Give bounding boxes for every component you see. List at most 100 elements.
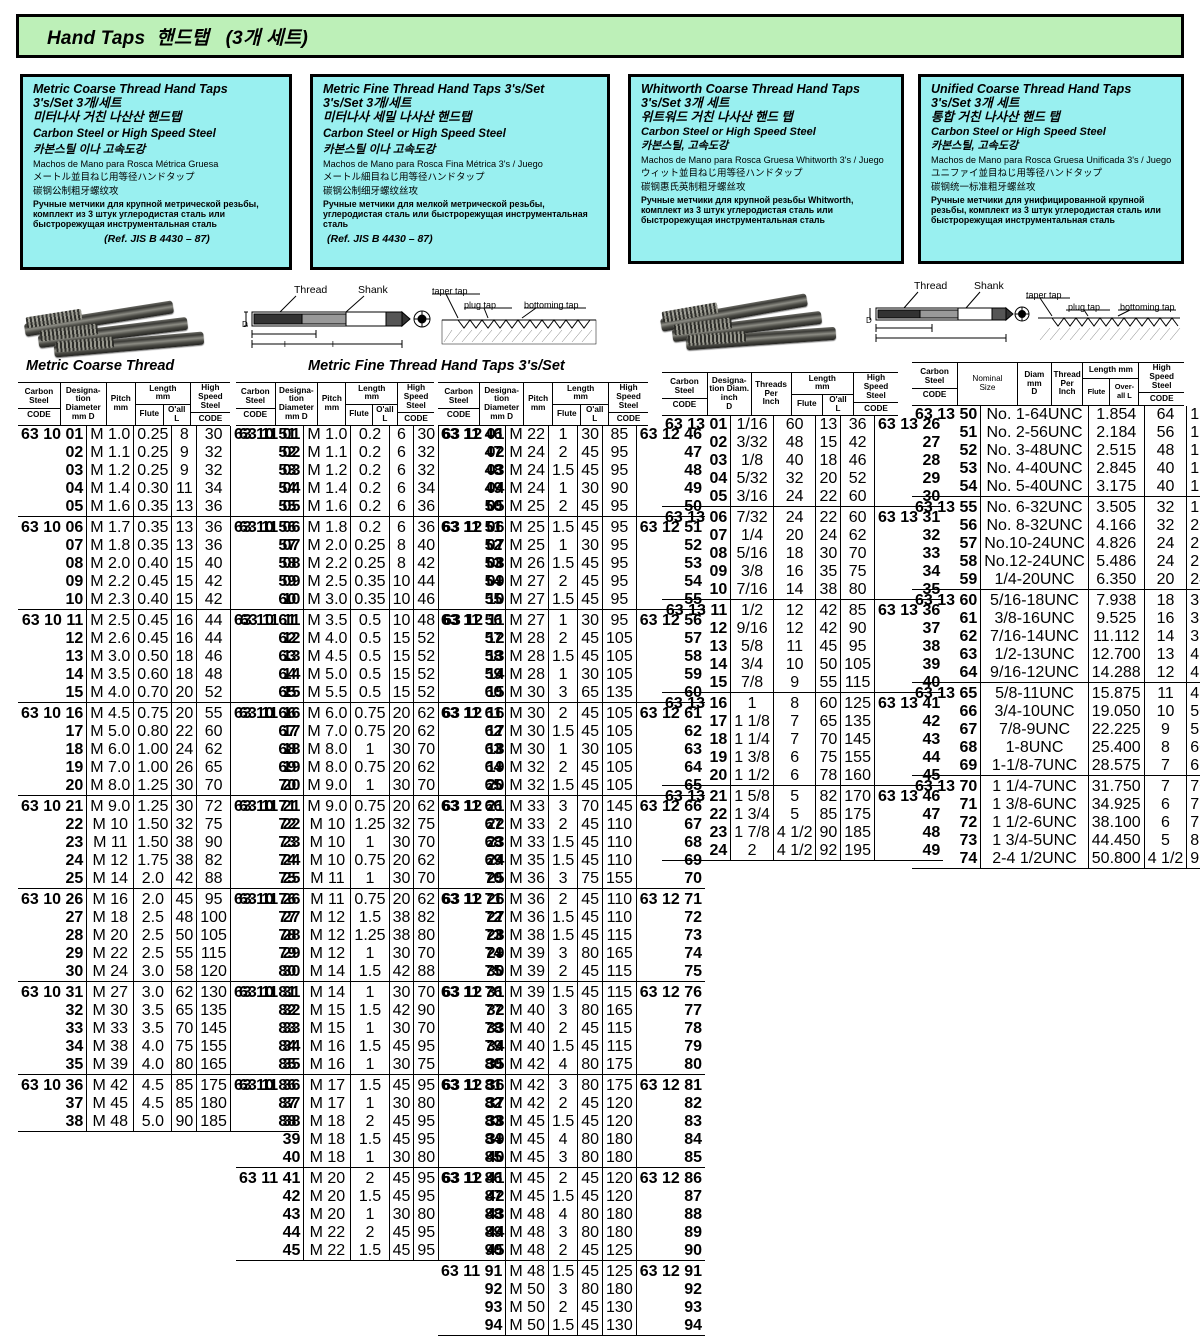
table-cell: 7/8-9UNC xyxy=(980,721,1089,740)
table-cell: M 20 xyxy=(86,927,135,946)
table-cell: 07 xyxy=(236,537,305,556)
table-row: 14 3/4 10 50 105 39 xyxy=(662,656,943,675)
table-cell: 24 xyxy=(1144,535,1188,554)
table-cell: 30 xyxy=(389,834,415,853)
table-cell: 45 xyxy=(577,909,604,928)
table-cell: 45 xyxy=(577,630,604,649)
table-cell: 6 xyxy=(389,426,415,445)
table-cell: M 5.5 xyxy=(303,684,352,703)
table-row: 63 13 16 1 8 60 125 63 13 41 xyxy=(662,692,944,714)
table-cell: 14.288 xyxy=(1088,664,1145,683)
table-cell: 95 xyxy=(602,516,637,538)
table-cell: 7 xyxy=(1144,757,1188,776)
table-cell: 80 xyxy=(684,1056,703,1074)
table-cell: M 1.0 xyxy=(86,426,135,445)
table-cell: 29 xyxy=(18,945,88,964)
table-cell: 2.5 xyxy=(133,927,173,946)
table-cell: M 33 xyxy=(505,795,549,817)
table-cell: M 6.0 xyxy=(86,741,135,760)
table-cell: 48 xyxy=(438,462,507,481)
table-row: 63 11 71 M 36 2 45 110 63 12 71 xyxy=(438,888,706,910)
table-cell: M 7.0 xyxy=(86,759,135,778)
table-cell: 22 xyxy=(1186,553,1200,572)
table-cell: 09 xyxy=(18,573,88,592)
table-cell: 0.25 xyxy=(133,462,173,481)
table-row: 63 13 11 1/2 12 42 85 63 13 36 xyxy=(662,599,944,621)
table-cell: 65 xyxy=(1186,757,1200,776)
table-cell: 22 xyxy=(171,723,198,742)
table-cell: 66 xyxy=(912,703,982,722)
table-cell: 105 xyxy=(602,648,637,667)
table-cell: 130 xyxy=(196,981,231,1003)
table-cell: 95 xyxy=(413,1038,440,1057)
table-cell: 10 xyxy=(236,591,305,610)
table-cell: 85 xyxy=(171,1074,198,1096)
table-cell: 135 xyxy=(196,1002,231,1021)
table-cell: 195 xyxy=(840,842,875,861)
table-row: 24 M 12 1.75 38 82 74 xyxy=(18,852,299,871)
table-cell: 1.5 xyxy=(350,1188,390,1207)
table-cell: 120 xyxy=(602,1113,637,1132)
table-cell: 72 xyxy=(196,795,231,817)
table-cell: 0.75 xyxy=(350,723,390,742)
table-cell: 3 xyxy=(548,870,579,889)
table-cell: M 10 xyxy=(303,852,352,871)
table-cell: 0.35 xyxy=(133,516,173,538)
table-cell: 2.515 xyxy=(1088,442,1145,461)
table-cell: 20 xyxy=(815,470,842,489)
table-cell: M 50 xyxy=(505,1299,549,1318)
table-row: 63 10 01 M 1.0 0.25 8 30 63 10 51 xyxy=(18,426,299,445)
table-cell: M 48 xyxy=(505,1242,549,1261)
table-cell: 11 xyxy=(773,638,817,657)
table-cell: No. 5-40UNC xyxy=(980,478,1089,497)
table-cell: 22 xyxy=(815,488,842,507)
table-cell: 20 xyxy=(389,852,415,871)
table-row: 67 M 33 2 45 110 67 xyxy=(438,816,705,835)
table-cell: 36 xyxy=(413,498,440,517)
table-cell: 15 xyxy=(171,573,198,592)
table-cell: 0.80 xyxy=(133,723,173,742)
table-cell: 85 xyxy=(684,1149,703,1167)
table-row: 18 M 6.0 1.00 24 62 68 xyxy=(18,741,299,760)
table-cell: M 30 xyxy=(505,741,549,760)
table-cell: 20 xyxy=(389,795,415,817)
table-cell: 180 xyxy=(602,1206,637,1225)
table-cell: 73 xyxy=(438,927,507,946)
table-cell: No. 2-56UNC xyxy=(980,424,1089,443)
table-cell: 87 xyxy=(684,1188,703,1206)
table-cell: 35 xyxy=(236,1056,305,1075)
table-cell: 1/8 xyxy=(730,452,774,471)
table-cell: 60 xyxy=(1186,739,1200,758)
table-cell: M 4.5 xyxy=(86,702,135,724)
table-cell: 35 xyxy=(815,563,842,582)
table-cell: 20 xyxy=(18,777,88,796)
table-cell: 3/8 xyxy=(730,563,774,582)
table-cell: 42 xyxy=(236,1188,305,1207)
table-cell: M 20 xyxy=(303,1167,352,1189)
table-cell: 42 xyxy=(196,573,231,592)
table-cell: 24 xyxy=(815,527,842,546)
table-cell: 14 xyxy=(662,656,732,675)
table-cell: 38.100 xyxy=(1088,814,1145,833)
table-cell: 0.2 xyxy=(350,480,390,499)
table-row: 79 M 40 1.5 45 115 79 xyxy=(438,1038,705,1057)
table-row: 12 9/16 12 42 90 37 xyxy=(662,620,943,639)
table-cell: 80 xyxy=(413,1206,440,1225)
table-cell: 175 xyxy=(196,1074,231,1096)
label-dim-D: D xyxy=(242,320,248,329)
table-cell: 62 xyxy=(840,527,875,546)
table-cell: 125 xyxy=(840,692,875,714)
table-cell: 13 xyxy=(18,648,88,667)
table-cell: 23 xyxy=(236,834,305,853)
infobox-title-en: Unified Coarse Thread Hand Taps xyxy=(931,82,1132,96)
table-cell: 80 xyxy=(577,945,604,964)
table-cell: 45 xyxy=(577,777,604,796)
table-cell: 72 xyxy=(912,814,982,833)
table-cell: 1.5 xyxy=(548,591,579,610)
table-cell: M 8.0 xyxy=(303,759,352,778)
table-cell: 15 xyxy=(389,666,415,685)
table-cell: 16 xyxy=(1186,460,1200,479)
table-cell: M 18 xyxy=(86,909,135,928)
